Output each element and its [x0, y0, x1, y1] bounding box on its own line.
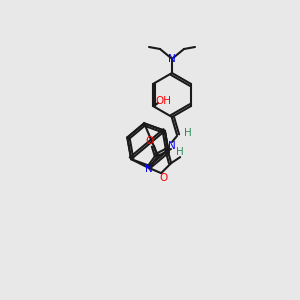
Text: O: O [145, 136, 153, 146]
Text: H: H [176, 147, 184, 157]
Text: O: O [159, 173, 167, 183]
Text: N: N [145, 164, 153, 174]
Text: OH: OH [155, 96, 171, 106]
Text: N: N [168, 54, 176, 64]
Text: H: H [184, 128, 192, 138]
Text: N: N [168, 141, 176, 151]
